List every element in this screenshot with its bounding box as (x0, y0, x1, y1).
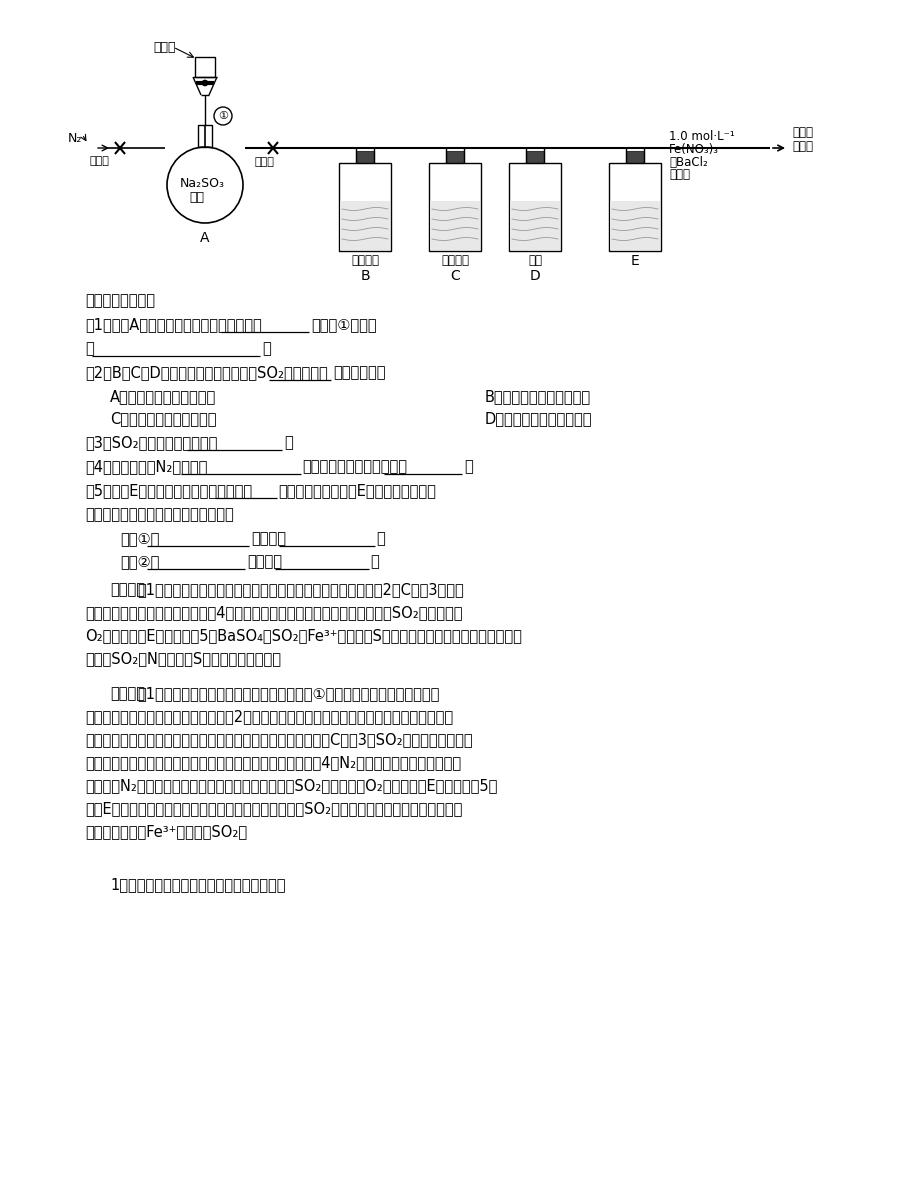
Text: 验前鼓入N₂的目的是排尽装置中的空气，防止溶液中SO₂被空气中的O₂氧化而干扰E中实验。（5）: 验前鼓入N₂的目的是排尽装置中的空气，防止溶液中SO₂被空气中的O₂氧化而干扰E… (85, 778, 497, 793)
Text: 1．　酸性氧化物通入钡盐（或钙盐）溶液中: 1． 酸性氧化物通入钡盐（或钙盐）溶液中 (110, 877, 285, 892)
Text: 【解析】: 【解析】 (110, 686, 145, 701)
Text: E: E (630, 254, 639, 268)
Text: 装置E中含有硝酸根离子，在酸性条件下具有氧化性会将SO₂氧化成硫酸根离子与钡离子生成硫: 装置E中含有硝酸根离子，在酸性条件下具有氧化性会将SO₂氧化成硫酸根离子与钡离子… (85, 802, 462, 816)
Text: ；现象：: ；现象： (247, 554, 282, 569)
Text: 。: 。 (464, 459, 472, 474)
Bar (609, 201, 659, 250)
Text: B: B (360, 269, 369, 283)
Bar (338, 163, 391, 251)
Text: （1）装置A中用于添加浓硫酸的仪器名称为: （1）装置A中用于添加浓硫酸的仪器名称为 (85, 317, 262, 332)
Bar (356, 151, 374, 163)
Text: 弹簧夹: 弹簧夹 (90, 156, 109, 166)
Text: ；现象：: ；现象： (251, 531, 286, 545)
Text: 【答案】: 【答案】 (110, 582, 145, 597)
Text: 化硫的酸性，溴水具有氧化性检验二氧化硫的还原性，所以选择C。（3）SO₂和品红反应的原理: 化硫的酸性，溴水具有氧化性检验二氧化硫的还原性，所以选择C。（3）SO₂和品红反… (85, 732, 472, 747)
Text: 。: 。 (376, 531, 385, 545)
Text: （2）B、C、D三个装置分别先后验证了SO₂的哪些性质: （2）B、C、D三个装置分别先后验证了SO₂的哪些性质 (85, 364, 327, 380)
Text: 石蕊溶液: 石蕊溶液 (440, 254, 469, 267)
Text: 溴水: 溴水 (528, 254, 541, 267)
Text: 固体: 固体 (188, 191, 204, 204)
Text: 是: 是 (85, 341, 94, 356)
Text: Na₂SO₃: Na₂SO₃ (180, 177, 225, 191)
Bar (608, 163, 660, 251)
Bar (625, 151, 643, 163)
Bar (428, 163, 481, 251)
Text: 理装置: 理装置 (791, 141, 812, 152)
Text: C．漂白性、酸性、还原性: C．漂白性、酸性、还原性 (110, 411, 216, 426)
Text: 条件下SO₂与N反应生成S　溶液中有气泡产生: 条件下SO₂与N反应生成S 溶液中有气泡产生 (85, 651, 280, 666)
Text: D: D (529, 269, 539, 283)
Text: 。: 。 (284, 435, 293, 450)
Text: 。: 。 (262, 341, 270, 356)
Text: （3）SO₂和品红反应的原理是: （3）SO₂和品红反应的原理是 (85, 435, 217, 450)
Text: B．还原性、酸性、还原性: B．还原性、酸性、还原性 (484, 389, 591, 404)
Text: 浓硫酸: 浓硫酸 (153, 40, 176, 54)
Text: 可能原因及观察到的现象（写两种）。: 可能原因及观察到的现象（写两种）。 (85, 507, 233, 522)
Text: 品红溶液: 品红溶液 (351, 254, 379, 267)
Text: 可能①：: 可能①： (119, 531, 159, 545)
Text: 和BaCl₂: 和BaCl₂ (668, 156, 707, 169)
Text: 混合液: 混合液 (668, 168, 689, 181)
Text: A: A (200, 231, 210, 245)
Text: Fe(NO₃)₃: Fe(NO₃)₃ (668, 143, 719, 156)
Text: （填化学式），分析E中产生白色沉淀的: （填化学式），分析E中产生白色沉淀的 (278, 484, 437, 498)
Text: 强，使分液漏斗液体能够顺利流下。（2）品红溶液检验二氧化硫的漂白性，石蕊溶液检验二氧: 强，使分液漏斗液体能够顺利流下。（2）品红溶液检验二氧化硫的漂白性，石蕊溶液检验… (85, 709, 453, 724)
Circle shape (202, 80, 208, 86)
Bar (526, 151, 543, 163)
Text: 1.0 mol·L⁻¹: 1.0 mol·L⁻¹ (668, 130, 734, 143)
Text: （1）添加液体的玻璃仪器是分液漏斗；导管①的作用是平衡分液漏斗中的压: （1）添加液体的玻璃仪器是分液漏斗；导管①的作用是平衡分液漏斗中的压 (137, 686, 439, 701)
Bar (198, 125, 211, 146)
Text: （1）分液漏斗　平衡压强，使分液漏斗液体能够顺利流下　（2）C　（3）与品: （1）分液漏斗 平衡压强，使分液漏斗液体能够顺利流下 （2）C （3）与品 (137, 582, 463, 597)
Text: 红化合生成不稳定的无色物质　（4）排尽装置中的空气　有必要，防止溶液中SO₂被空气中的: 红化合生成不稳定的无色物质 （4）排尽装置中的空气 有必要，防止溶液中SO₂被空… (85, 605, 462, 621)
Bar (340, 201, 390, 250)
Text: ①: ① (218, 111, 228, 121)
Bar (509, 201, 560, 250)
Text: ，导管①的作用: ，导管①的作用 (312, 317, 377, 332)
Text: 尾气处: 尾气处 (791, 126, 812, 139)
Text: （填字母）。: （填字母）。 (333, 364, 385, 380)
Text: 试回答以下问题：: 试回答以下问题： (85, 293, 154, 308)
Text: 是与品红化合生成无色物质，但这种无色物质是不稳定的。（4）N₂是性质比较稳定的气体，实: 是与品红化合生成无色物质，但这种无色物质是不稳定的。（4）N₂是性质比较稳定的气… (85, 755, 460, 771)
Text: C: C (449, 269, 460, 283)
Text: 弹簧夹: 弹簧夹 (255, 157, 275, 167)
Bar (508, 163, 561, 251)
Text: ，简述此操作是否有必要：: ，简述此操作是否有必要： (302, 459, 407, 474)
Text: D．漂白性、酸性、氧化性: D．漂白性、酸性、氧化性 (484, 411, 592, 426)
Text: （5）装置E中产生了白色沉淀，其成分是: （5）装置E中产生了白色沉淀，其成分是 (85, 484, 252, 498)
Text: 可能②：: 可能②： (119, 554, 159, 569)
Text: N₂: N₂ (68, 132, 83, 145)
Bar (195, 57, 215, 77)
Text: 。: 。 (370, 554, 379, 569)
Text: （4）实验前鼓入N₂的目的是: （4）实验前鼓入N₂的目的是 (85, 459, 207, 474)
Bar (446, 151, 463, 163)
Bar (429, 201, 480, 250)
Text: A．吸附性、酸性、还原性: A．吸附性、酸性、还原性 (110, 389, 216, 404)
Text: 酸钡沉淀，同时Fe³⁺也会氧化SO₂。: 酸钡沉淀，同时Fe³⁺也会氧化SO₂。 (85, 824, 247, 838)
Text: O₂氧化而干扰E中实验　（5）BaSO₄　SO₂与Fe³⁺反应生成S　溶液由棕黄色变为浅绿色　在酸性: O₂氧化而干扰E中实验 （5）BaSO₄ SO₂与Fe³⁺反应生成S 溶液由棕黄… (85, 628, 521, 643)
